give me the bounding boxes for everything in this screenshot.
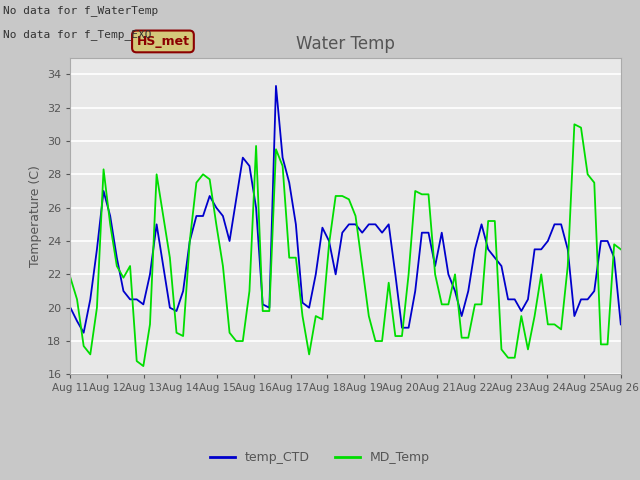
Y-axis label: Temperature (C): Temperature (C): [29, 165, 42, 267]
MD_Temp: [617, 246, 625, 252]
Text: No data for f_Temp_EXO: No data for f_Temp_EXO: [3, 29, 152, 40]
Title: Water Temp: Water Temp: [296, 35, 395, 53]
Text: No data for f_WaterTemp: No data for f_WaterTemp: [3, 5, 159, 16]
MD_Temp: [140, 363, 147, 369]
temp_CTD: [80, 330, 88, 336]
temp_CTD: [352, 221, 360, 227]
temp_CTD: [325, 238, 333, 244]
temp_CTD: [497, 263, 505, 269]
MD_Temp: [73, 297, 81, 302]
temp_CTD: [106, 213, 114, 219]
Text: HS_met: HS_met: [136, 35, 189, 48]
Line: temp_CTD: temp_CTD: [70, 86, 621, 333]
temp_CTD: [73, 318, 81, 324]
Legend: temp_CTD, MD_Temp: temp_CTD, MD_Temp: [205, 446, 435, 469]
MD_Temp: [570, 121, 578, 127]
MD_Temp: [518, 313, 525, 319]
MD_Temp: [67, 275, 74, 281]
temp_CTD: [67, 305, 74, 311]
temp_CTD: [272, 83, 280, 89]
MD_Temp: [319, 316, 326, 322]
MD_Temp: [345, 196, 353, 202]
temp_CTD: [617, 322, 625, 327]
Line: MD_Temp: MD_Temp: [70, 124, 621, 366]
temp_CTD: [524, 297, 532, 302]
MD_Temp: [100, 167, 108, 172]
MD_Temp: [491, 218, 499, 224]
